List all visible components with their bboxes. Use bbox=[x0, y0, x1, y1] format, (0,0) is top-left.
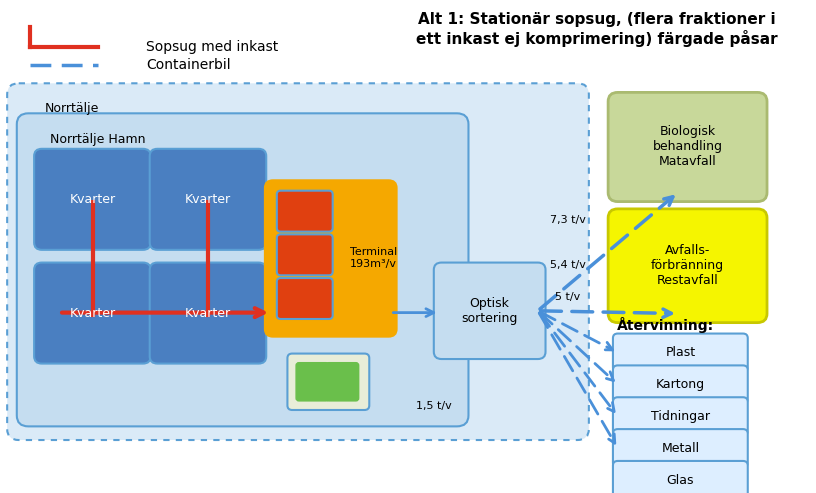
Text: Tidningar: Tidningar bbox=[651, 410, 710, 423]
FancyBboxPatch shape bbox=[34, 263, 151, 363]
Text: Kvarter: Kvarter bbox=[185, 307, 231, 319]
FancyBboxPatch shape bbox=[613, 397, 747, 435]
FancyBboxPatch shape bbox=[17, 113, 468, 426]
FancyBboxPatch shape bbox=[287, 353, 370, 410]
Text: 5,4 t/v: 5,4 t/v bbox=[550, 260, 586, 270]
Text: Kvarter: Kvarter bbox=[185, 193, 231, 206]
FancyBboxPatch shape bbox=[277, 234, 333, 275]
FancyBboxPatch shape bbox=[326, 363, 359, 401]
Text: Återvinning:: Återvinning: bbox=[618, 317, 715, 333]
FancyBboxPatch shape bbox=[7, 83, 589, 440]
FancyBboxPatch shape bbox=[434, 263, 546, 359]
Text: Glas: Glas bbox=[667, 474, 694, 487]
Text: Plast: Plast bbox=[665, 346, 695, 359]
Text: 7,3 t/v: 7,3 t/v bbox=[550, 215, 586, 225]
FancyBboxPatch shape bbox=[613, 334, 747, 372]
FancyBboxPatch shape bbox=[149, 263, 266, 363]
FancyBboxPatch shape bbox=[608, 209, 767, 322]
Text: 1,5 t/v: 1,5 t/v bbox=[415, 401, 451, 411]
FancyBboxPatch shape bbox=[277, 278, 333, 319]
Text: Terminal
193m³/v: Terminal 193m³/v bbox=[350, 247, 397, 269]
Text: Optisk
sortering: Optisk sortering bbox=[462, 297, 518, 325]
FancyBboxPatch shape bbox=[149, 149, 266, 250]
FancyBboxPatch shape bbox=[613, 365, 747, 404]
Text: Metall: Metall bbox=[661, 442, 699, 455]
Text: Avfalls-
förbränning
Restavfall: Avfalls- förbränning Restavfall bbox=[651, 244, 724, 287]
FancyBboxPatch shape bbox=[296, 363, 329, 401]
FancyBboxPatch shape bbox=[277, 191, 333, 232]
Text: Norrtälje: Norrtälje bbox=[45, 102, 99, 115]
FancyBboxPatch shape bbox=[265, 180, 397, 336]
FancyBboxPatch shape bbox=[613, 429, 747, 467]
Text: Kvarter: Kvarter bbox=[69, 307, 115, 319]
Text: Sopsug med inkast: Sopsug med inkast bbox=[146, 40, 278, 54]
FancyBboxPatch shape bbox=[608, 92, 767, 202]
Text: Alt 1: Stationär sopsug, (flera fraktioner i
ett inkast ej komprimering) färgade: Alt 1: Stationär sopsug, (flera fraktion… bbox=[415, 12, 778, 47]
Text: Biologisk
behandling
Matavfall: Biologisk behandling Matavfall bbox=[653, 126, 723, 169]
Text: Containerbil: Containerbil bbox=[146, 58, 230, 72]
Text: Norrtälje Hamn: Norrtälje Hamn bbox=[50, 133, 145, 146]
Text: 5 t/v: 5 t/v bbox=[555, 292, 580, 302]
Text: Kartong: Kartong bbox=[656, 378, 705, 391]
FancyBboxPatch shape bbox=[613, 461, 747, 493]
Text: Kvarter: Kvarter bbox=[69, 193, 115, 206]
FancyBboxPatch shape bbox=[34, 149, 151, 250]
